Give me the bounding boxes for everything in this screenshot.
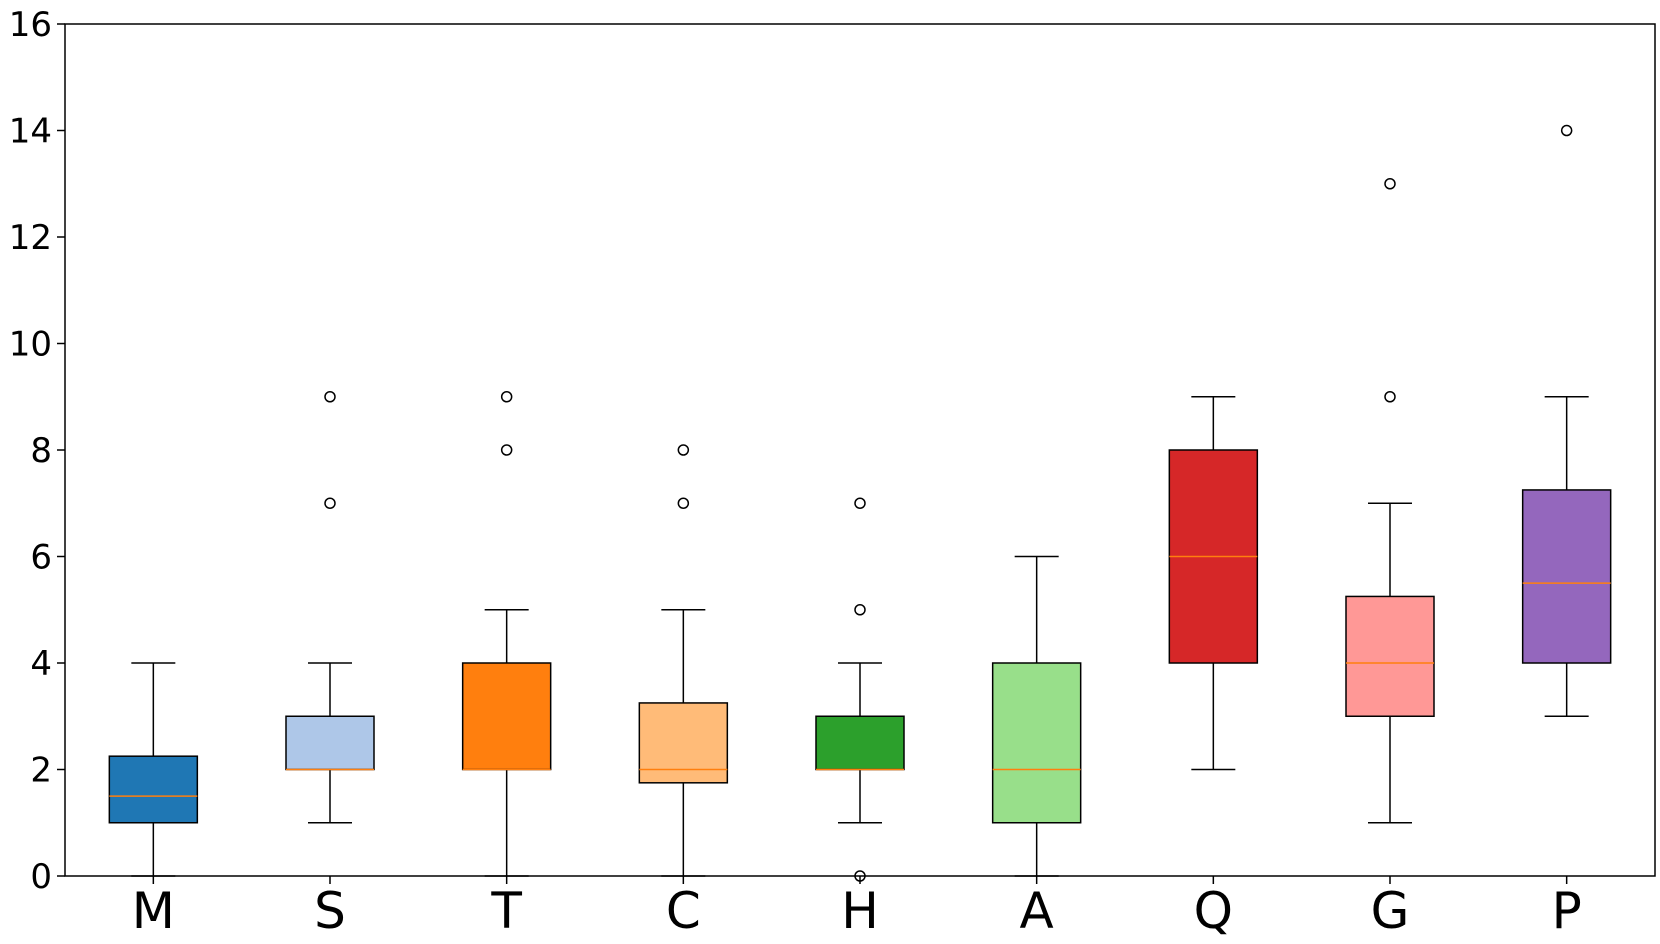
box-t bbox=[461, 391, 552, 877]
x-tick-label: T bbox=[490, 882, 522, 940]
box-body bbox=[991, 662, 1082, 824]
box-body bbox=[815, 715, 905, 771]
outlier-point bbox=[1384, 391, 1396, 403]
y-tick-label: 8 bbox=[30, 431, 52, 471]
box-body bbox=[1521, 489, 1612, 664]
box-p bbox=[1521, 124, 1612, 717]
box-body bbox=[1345, 595, 1435, 717]
box-body bbox=[108, 755, 199, 824]
outlier-point bbox=[854, 870, 866, 882]
box-h bbox=[815, 497, 905, 882]
x-tick-label: H bbox=[841, 882, 879, 940]
y-tick-label: 4 bbox=[30, 644, 52, 684]
box-body bbox=[461, 662, 552, 771]
box-s bbox=[285, 391, 375, 824]
x-tick-label: Q bbox=[1194, 882, 1233, 940]
x-tick-label: C bbox=[666, 882, 701, 940]
y-tick-label: 16 bbox=[9, 5, 52, 45]
outlier-point bbox=[854, 604, 866, 616]
x-tick-label: A bbox=[1020, 882, 1054, 940]
outlier-point bbox=[324, 497, 336, 509]
box-a bbox=[991, 555, 1082, 877]
y-axis: 0 2 4 6 8 10 12 14 16 bbox=[9, 5, 65, 897]
box-m bbox=[108, 662, 199, 877]
x-tick-label: M bbox=[132, 882, 175, 940]
y-tick-label: 6 bbox=[30, 538, 52, 578]
box-series bbox=[108, 124, 1612, 882]
outlier-point bbox=[677, 444, 690, 456]
y-tick-label: 14 bbox=[9, 112, 52, 152]
x-tick-label: G bbox=[1371, 882, 1410, 940]
box-body bbox=[285, 715, 375, 771]
outlier-point bbox=[1560, 124, 1573, 137]
y-tick-label: 2 bbox=[30, 751, 52, 791]
box-body bbox=[638, 702, 729, 784]
outlier-point bbox=[1384, 178, 1396, 190]
outlier-point bbox=[500, 391, 513, 403]
outlier-point bbox=[677, 497, 690, 509]
y-tick-label: 10 bbox=[9, 325, 52, 365]
x-tick-label: S bbox=[314, 882, 346, 940]
box-c bbox=[638, 444, 729, 877]
x-tick-label: P bbox=[1552, 882, 1582, 940]
y-tick-label: 0 bbox=[30, 857, 52, 897]
outlier-point bbox=[854, 497, 866, 509]
outlier-point bbox=[500, 444, 513, 456]
y-tick-label: 12 bbox=[9, 218, 52, 258]
outlier-point bbox=[324, 391, 336, 403]
box-q bbox=[1168, 396, 1259, 771]
box-g bbox=[1345, 178, 1435, 824]
